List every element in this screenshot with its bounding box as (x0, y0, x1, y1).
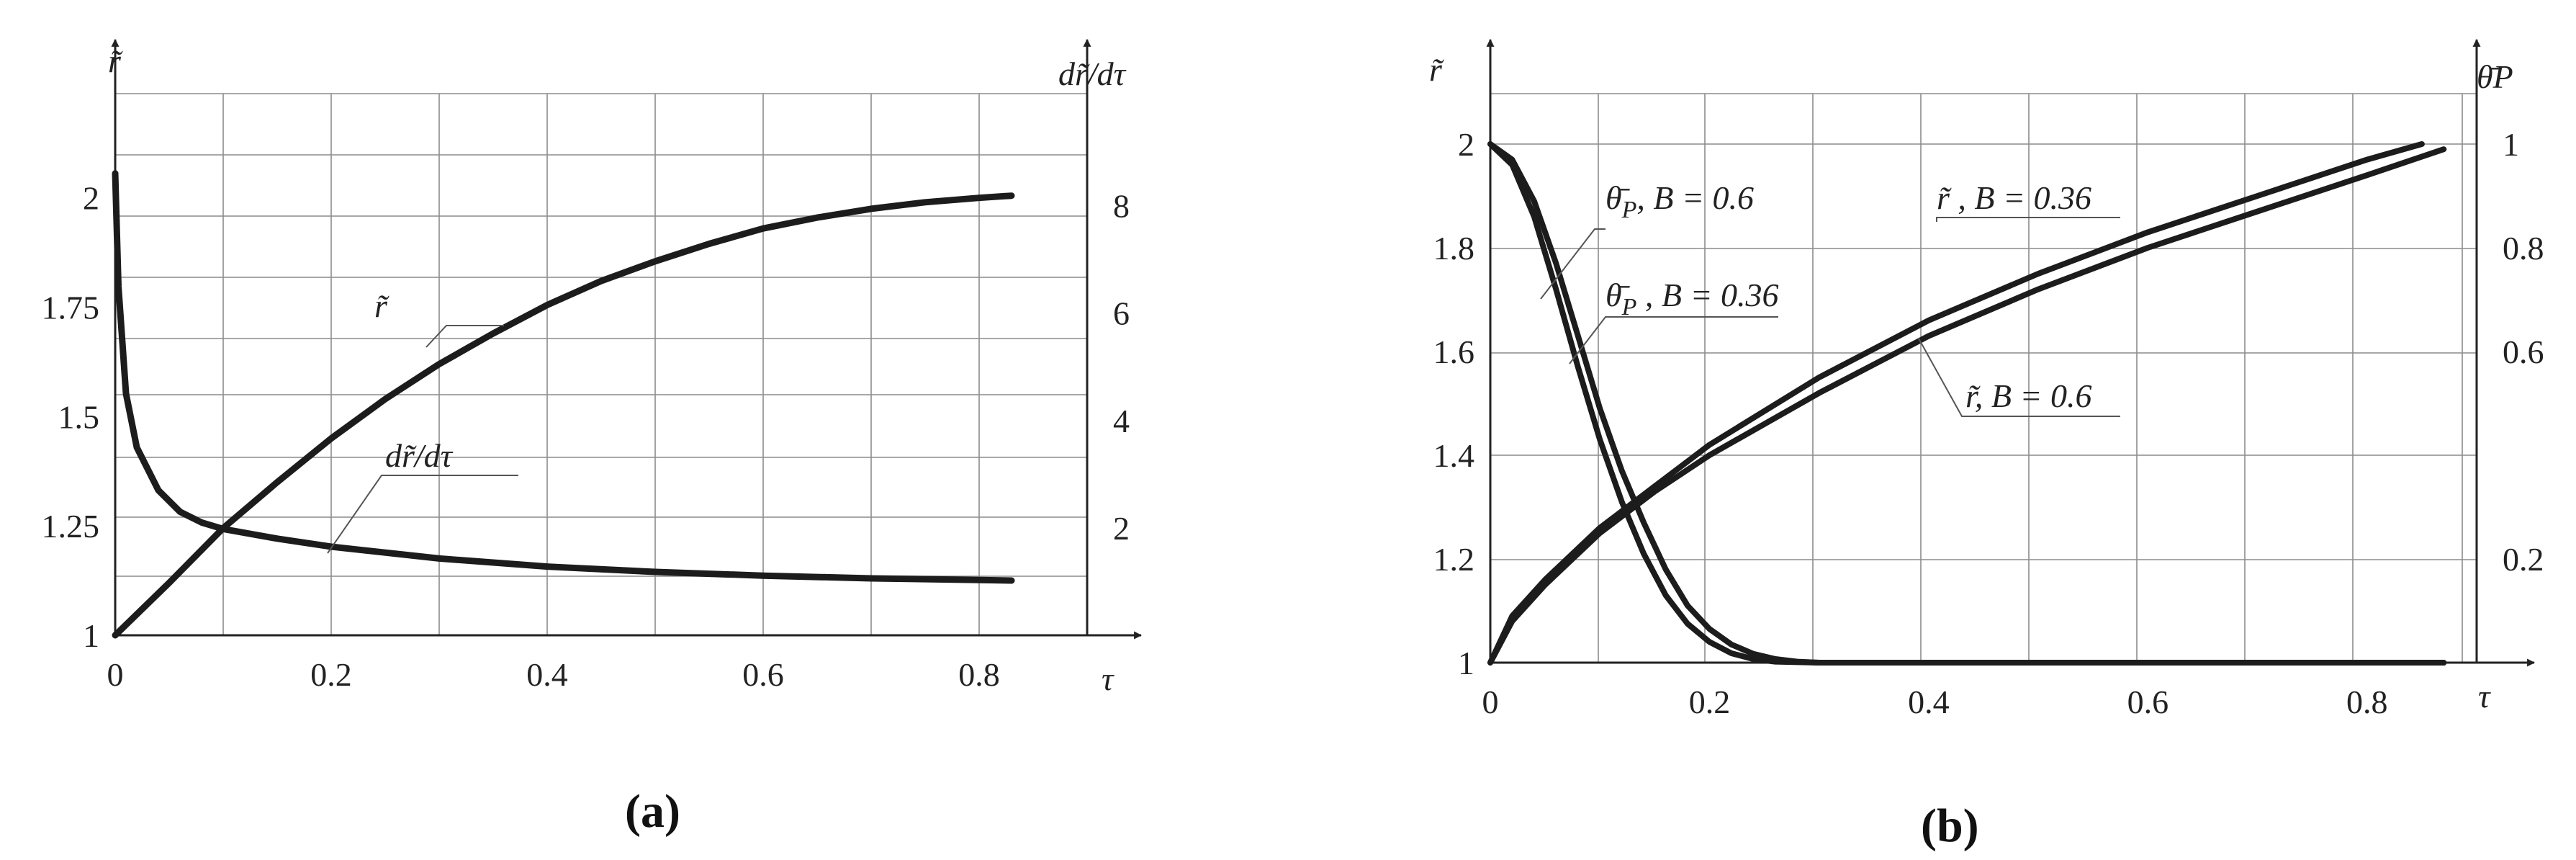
b-series-line-1 (1487, 146, 2447, 666)
b-x-tick-label: 0.8 (2346, 684, 2388, 720)
chart-b-label-r-036: r̃ , B = 0.36 (1937, 179, 2091, 216)
b-y-left-tick-label: 1.6 (1433, 333, 1475, 370)
chart-b-label-r-06-text: , B = 0.6 (1975, 377, 2092, 414)
chart-a-r-leader (425, 325, 504, 348)
a-x-tick-label: 0.6 (742, 656, 784, 693)
b-y-right-tick-label: 0.6 (2503, 333, 2544, 370)
chart-a-series-label-r: r̃ (374, 287, 390, 324)
b-series-line-0 (1487, 141, 2425, 666)
b-y-left-tick-label: 1.4 (1433, 437, 1475, 474)
b-y-left-tick-label: 1 (1458, 645, 1474, 681)
chart-a-caption: (a) (625, 785, 680, 838)
a-y-right-tick-label: 6 (1113, 295, 1130, 332)
chart-a-series (112, 170, 1015, 639)
b-x-tick-label: 0.6 (2127, 684, 2169, 720)
a-y-right-tick-label: 4 (1113, 403, 1130, 439)
chart-b: 0 0.2 0.4 0.6 0.8 1 1.2 1.4 1.6 1.8 2 0.2 0.6 0.8 1 r̃… (1429, 38, 2544, 852)
a-y-left-tick-label: 1 (83, 617, 99, 654)
a-y-left-tick-label: 2 (83, 180, 99, 217)
a-series-line-1 (112, 170, 1015, 584)
chart-a-axes (111, 38, 1143, 640)
chart-b-label-r-036-text: , B = 0.36 (1950, 179, 2091, 216)
chart-a: 0 0.2 0.4 0.6 0.8 1 1.25 1.5 1.75 2 2 4 6 8 r̃ dr̃/dτ… (42, 38, 1143, 838)
b-y-left-tick-label: 1.8 (1433, 230, 1475, 266)
chart-a-ylabel-left: r̃ (108, 42, 124, 79)
chart-a-series-label-drdt: dr̃/dτ (385, 437, 454, 474)
chart-b-label-theta-06: θ̄P, B = 0.6 (1606, 179, 1754, 223)
chart-b-label-theta-036-text: , B = 0.36 (1636, 277, 1778, 313)
b-y-left-tick-label: 1.2 (1433, 541, 1475, 578)
b-y-right-tick-label: 0.2 (2503, 541, 2544, 578)
chart-b-ylabel-right: θ̄P (2477, 58, 2513, 95)
chart-a-xlabel: τ (1102, 660, 1114, 697)
chart-b-label-theta-036: θ̄P , B = 0.36 (1606, 277, 1779, 321)
b-x-tick-label: 0.4 (1908, 684, 1950, 720)
a-x-tick-label: 0 (107, 656, 124, 693)
a-y-right-tick-label: 2 (1113, 510, 1130, 547)
b-x-tick-label: 0.2 (1689, 684, 1731, 720)
a-x-tick-label: 0.4 (526, 656, 568, 693)
chart-b-label-theta-06-sub: P (1621, 197, 1637, 223)
chart-b-label-theta-036-sub: P (1621, 294, 1637, 321)
chart-b-axes (1486, 38, 2536, 667)
a-y-left-tick-label: 1.75 (42, 290, 100, 326)
chart-a-drdt-leader (327, 475, 518, 554)
chart-b-ylabel-left: r̃ (1429, 51, 1445, 88)
chart-b-series (1487, 141, 2447, 666)
chart-b-label-r-06: r̃, B = 0.6 (1965, 377, 2091, 414)
chart-b-xlabel: τ (2478, 678, 2491, 715)
chart-b-tick-labels: 0 0.2 0.4 0.6 0.8 1 1.2 1.4 1.6 1.8 2 0.2 0.6 0.8 1 (1433, 126, 2544, 720)
a-y-left-tick-label: 1.5 (58, 398, 100, 435)
b-y-left-tick-label: 2 (1458, 126, 1474, 163)
b-y-right-tick-label: 0.8 (2503, 230, 2544, 266)
chart-b-theta06-leader (1540, 228, 1606, 300)
chart-b-r06-leader (1918, 338, 2120, 417)
chart-b-theta036-leader (1569, 316, 1778, 364)
chart-a-tick-labels: 0 0.2 0.4 0.6 0.8 1 1.25 1.5 1.75 2 2 4 6 8 (42, 180, 1130, 693)
chart-a-grid (114, 93, 1088, 636)
b-x-tick-label: 0 (1482, 684, 1499, 720)
a-y-left-tick-label: 1.25 (42, 508, 100, 545)
a-series-line-0 (112, 192, 1015, 639)
chart-a-ylabel-right: dr̃/dτ (1058, 55, 1127, 92)
a-x-tick-label: 0.8 (958, 656, 1000, 693)
chart-b-label-r-036-base: r̃ (1937, 179, 1953, 216)
chart-b-label-theta-06-text: , B = 0.6 (1636, 179, 1754, 216)
b-y-right-tick-label: 1 (2503, 126, 2519, 163)
a-x-tick-label: 0.2 (310, 656, 352, 693)
chart-b-r036-leader (1936, 217, 2120, 222)
chart-b-caption: (b) (1921, 799, 1979, 852)
a-y-right-tick-label: 8 (1113, 188, 1130, 225)
